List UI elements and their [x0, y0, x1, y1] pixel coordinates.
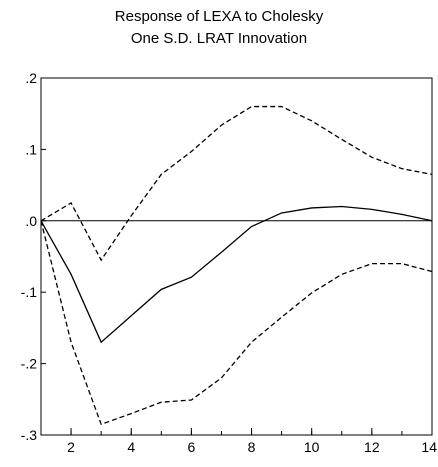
series-lines: [40, 105, 433, 426]
y-axis: .2 .1 .0 -.1 -.2 -.3: [21, 70, 46, 443]
x-tick-label: 12: [364, 439, 380, 455]
x-tick-label: 6: [187, 439, 195, 455]
x-axis: 2 4 6 8 10 12 14: [40, 428, 437, 455]
y-tick-label: -.2: [21, 356, 38, 372]
response-line: [40, 205, 433, 344]
chart-title-line-2: One S.D. LRAT Innovation: [130, 30, 308, 47]
y-tick-label: -.3: [21, 427, 38, 443]
y-tick-label: .0: [25, 213, 37, 229]
confidence-band-line: [40, 220, 433, 426]
x-tick-label: 10: [304, 439, 320, 455]
x-tick-label: 8: [248, 439, 256, 455]
plot-frame: [40, 77, 433, 436]
confidence-band-line: [40, 105, 433, 262]
y-tick-label: .1: [25, 141, 37, 157]
y-tick-label: .2: [25, 70, 37, 86]
chart-title-line-1: Response of LEXA to Cholesky: [114, 8, 324, 25]
x-tick-label: 4: [127, 439, 135, 455]
x-tick-label: 14: [421, 439, 437, 455]
y-tick-label: -.1: [21, 284, 38, 300]
x-tick-label: 2: [67, 439, 75, 455]
